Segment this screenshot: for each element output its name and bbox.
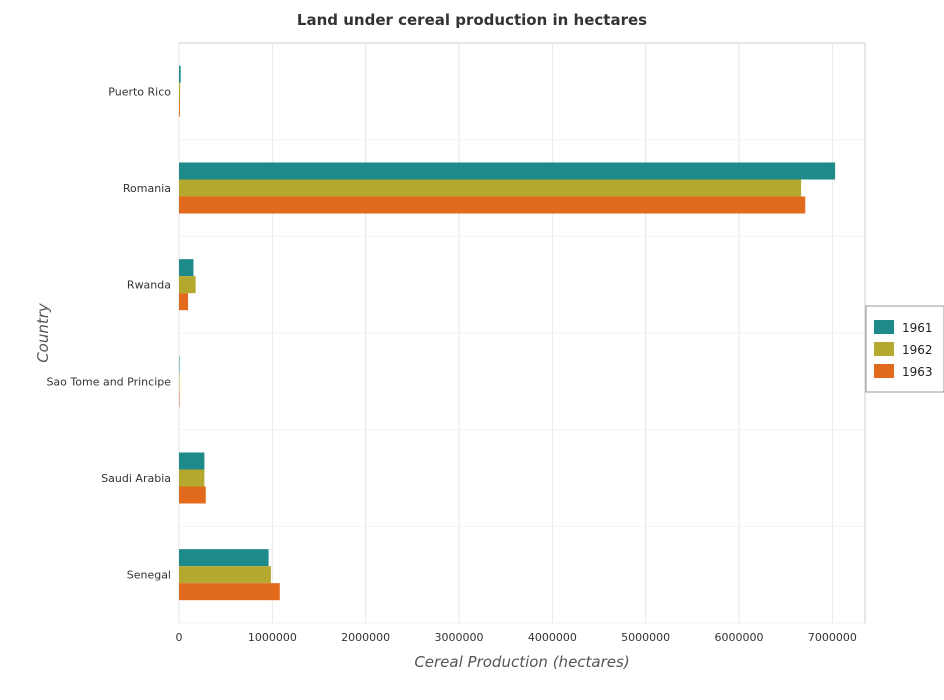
bar-1962-senegal (179, 566, 271, 584)
x-tick-label: 1000000 (248, 631, 297, 644)
bar-1963-rwanda (179, 293, 189, 311)
bar-1963-sao-tome-and-principe (179, 389, 180, 407)
bar-1961-romania (179, 162, 836, 180)
legend-label: 1961 (902, 321, 933, 335)
y-tick-label: Rwanda (127, 279, 171, 292)
chart-title: Land under cereal production in hectares (297, 11, 647, 29)
bar-1961-sao-tome-and-principe (179, 355, 180, 373)
grid-lines (178, 43, 865, 624)
legend-swatch (874, 342, 894, 356)
y-tick-label: Saudi Arabia (101, 472, 171, 485)
y-axis-label: Country (34, 302, 52, 363)
x-tick-label: 7000000 (808, 631, 857, 644)
bar-1963-senegal (179, 583, 280, 601)
bar-1961-puerto-rico (179, 65, 181, 83)
x-axis-label: Cereal Production (hectares) (414, 653, 629, 671)
legend: 1961 1962 1963 (865, 305, 944, 393)
bar-1961-senegal (179, 549, 269, 567)
legend-swatch (874, 320, 894, 334)
y-tick-labels: Puerto Rico Romania Rwanda Sao Tome and Pri… (46, 85, 171, 581)
x-tick-label: 5000000 (621, 631, 670, 644)
bar-1962-puerto-rico (179, 82, 181, 100)
bars-group (179, 65, 836, 601)
y-tick-label: Senegal (127, 569, 171, 582)
legend-swatch (874, 364, 894, 378)
bar-1962-sao-tome-and-principe (179, 372, 180, 390)
y-tick-label: Sao Tome and Principe (46, 375, 171, 388)
x-tick-label: 3000000 (435, 631, 484, 644)
bar-1962-rwanda (179, 276, 196, 294)
bar-1961-saudi-arabia (179, 452, 205, 470)
x-tick-label: 0 (176, 631, 183, 644)
bar-1963-saudi-arabia (179, 486, 206, 504)
bar-1962-saudi-arabia (179, 469, 205, 487)
bar-1963-romania (179, 196, 806, 214)
y-tick-label: Romania (123, 182, 171, 195)
x-tick-label: 4000000 (528, 631, 577, 644)
x-tick-label: 2000000 (341, 631, 390, 644)
y-tick-label: Puerto Rico (108, 85, 171, 98)
bar-1962-romania (179, 179, 802, 197)
x-tick-label: 6000000 (715, 631, 764, 644)
bar-1961-rwanda (179, 259, 194, 277)
x-tick-labels: 0 1000000 2000000 3000000 4000000 5000000 6000… (176, 631, 857, 644)
bar-1963-puerto-rico (179, 99, 180, 117)
legend-label: 1963 (902, 365, 933, 379)
legend-label: 1962 (902, 343, 933, 357)
